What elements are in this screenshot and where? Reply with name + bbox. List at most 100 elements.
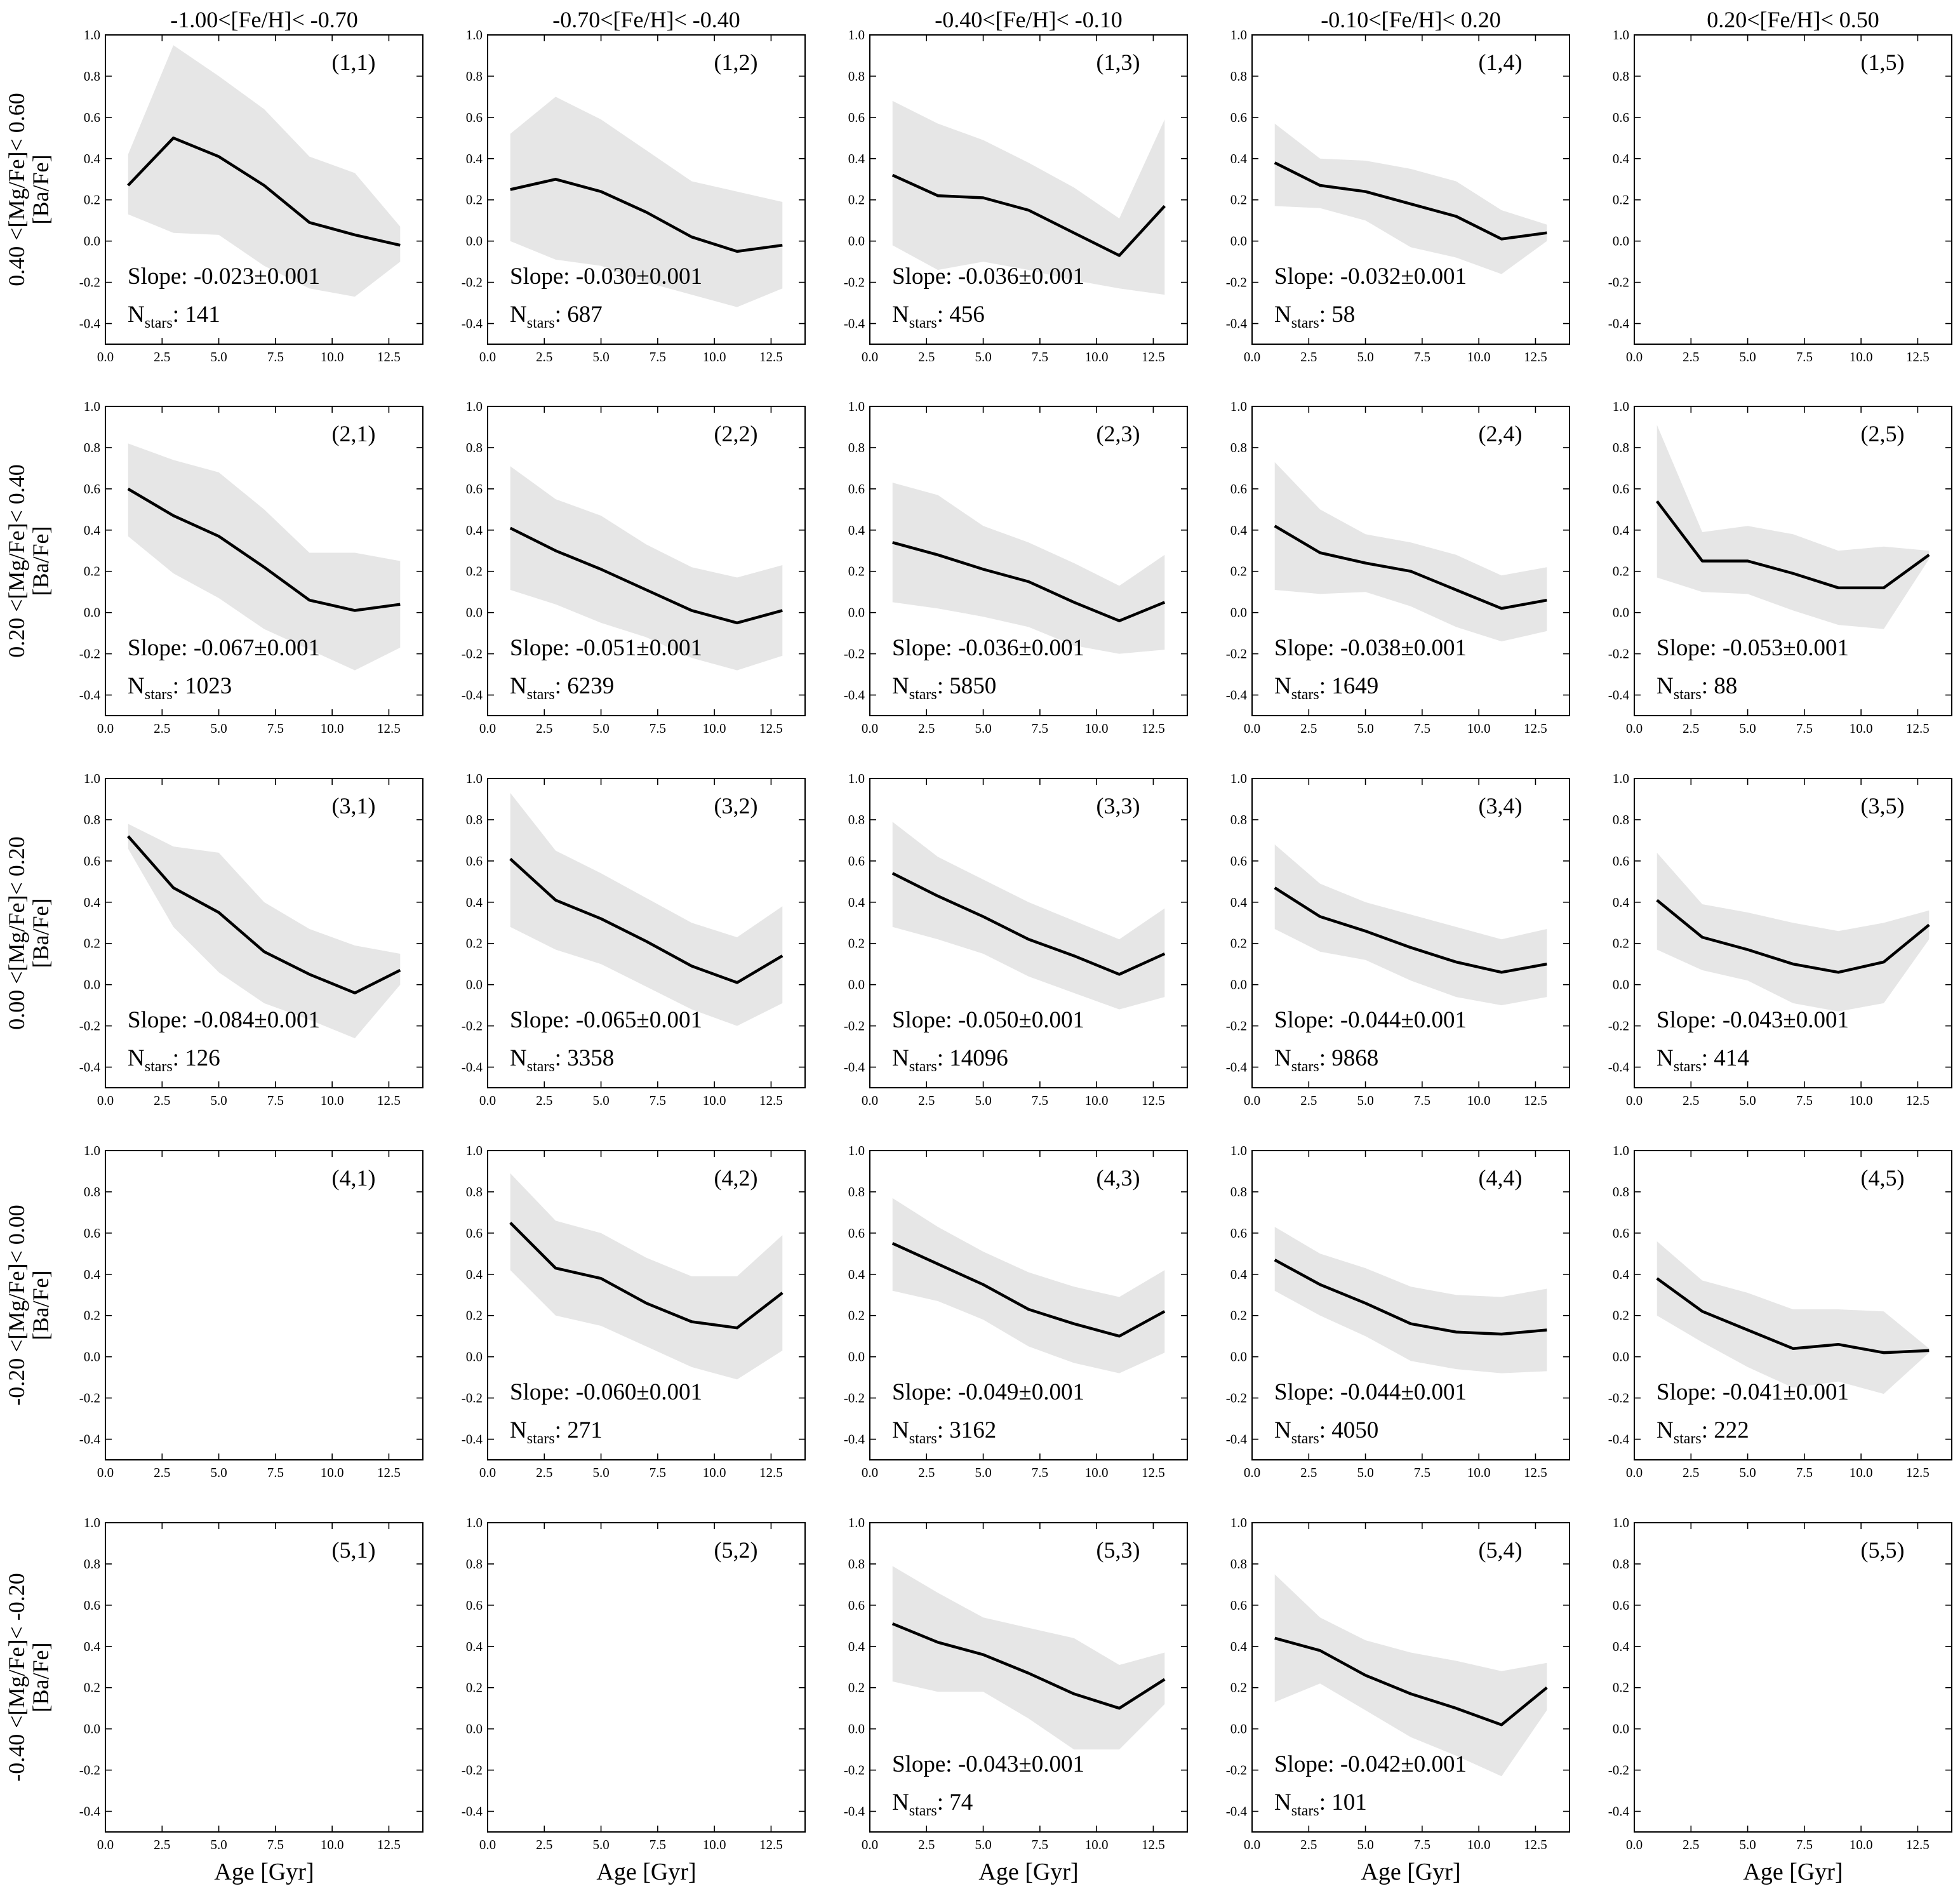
slope-annotation: Slope: -0.067±0.001 bbox=[128, 635, 320, 661]
x-tick-label: 2.5 bbox=[1300, 349, 1317, 364]
nstars-separator: : bbox=[937, 1789, 950, 1815]
slope-value: -0.067±0.001 bbox=[194, 635, 320, 661]
y-tick-label: 0.6 bbox=[466, 1598, 483, 1613]
row-label-group: 0.40 <[Mg/Fe]< 0.60[Ba/Fe] bbox=[4, 93, 53, 286]
row-label-group: 0.00 <[Mg/Fe]< 0.20[Ba/Fe] bbox=[4, 836, 53, 1030]
x-tick-label: 0.0 bbox=[1244, 1465, 1260, 1480]
y-tick-label: 0.0 bbox=[848, 977, 865, 992]
slope-prefix: Slope: bbox=[510, 635, 576, 661]
nstars-value: 74 bbox=[949, 1789, 973, 1815]
y-tick-label: 1.0 bbox=[466, 27, 483, 43]
y-tick-label: 0.6 bbox=[466, 853, 483, 869]
panel-tag: (2,2) bbox=[714, 421, 758, 446]
x-tick-label: 7.5 bbox=[267, 721, 284, 736]
nstars-prefix: N bbox=[1274, 1417, 1291, 1443]
axes-frame bbox=[869, 778, 1188, 1088]
axes-frame bbox=[1251, 34, 1570, 345]
x-tick-label: 12.5 bbox=[377, 1465, 401, 1480]
nstars-value: 6239 bbox=[567, 673, 614, 699]
y-tick-label: -0.4 bbox=[1608, 1432, 1630, 1447]
axes-frame bbox=[1251, 1150, 1570, 1460]
slope-value: -0.036±0.001 bbox=[958, 264, 1084, 290]
y-tick-label: 0.2 bbox=[84, 1680, 100, 1695]
axes-frame bbox=[105, 778, 423, 1088]
scatter-band bbox=[1657, 852, 1930, 1012]
y-tick-label: 0.0 bbox=[466, 1721, 483, 1737]
y-tick-label: 0.6 bbox=[848, 110, 865, 125]
y-tick-label: 1.0 bbox=[84, 1515, 100, 1530]
x-tick-label: 12.5 bbox=[377, 349, 401, 364]
y-tick-label: 0.6 bbox=[466, 481, 483, 497]
nstars-subscript: stars bbox=[1674, 1431, 1702, 1447]
x-tick-label: 0.0 bbox=[862, 349, 878, 364]
x-tick-label: 2.5 bbox=[918, 1837, 935, 1852]
x-tick-label: 0.0 bbox=[1244, 1837, 1260, 1852]
y-tick-label: 0.4 bbox=[1613, 895, 1630, 910]
y-tick-label: -0.2 bbox=[844, 1391, 865, 1406]
x-tick-label: 10.0 bbox=[1467, 721, 1491, 736]
x-tick-label: 10.0 bbox=[1085, 1093, 1109, 1108]
y-tick-label: 1.0 bbox=[848, 27, 865, 43]
y-tick-label: -0.4 bbox=[1226, 688, 1248, 703]
x-tick-label: 0.0 bbox=[1244, 721, 1260, 736]
x-tick-label: 2.5 bbox=[154, 1465, 170, 1480]
x-tick-label: 12.5 bbox=[1142, 1465, 1165, 1480]
median-line bbox=[509, 1222, 783, 1330]
axes-frame bbox=[487, 1150, 806, 1460]
x-tick-label: 7.5 bbox=[650, 349, 666, 364]
nstars-separator: : bbox=[937, 1045, 950, 1071]
y-tick-label: 0.4 bbox=[466, 151, 483, 166]
nstars-subscript: stars bbox=[1291, 686, 1319, 703]
slope-value: -0.036±0.001 bbox=[958, 635, 1084, 661]
figure-titles: -1.00<[Fe/H]< -0.70 -0.70<[Fe/H]< -0.40 -0… bbox=[4, 7, 1879, 1885]
y-tick-label: 0.4 bbox=[466, 895, 483, 910]
y-tick-label: 1.0 bbox=[84, 27, 100, 43]
y-tick-label: -0.4 bbox=[844, 1060, 865, 1075]
y-tick-label: -0.2 bbox=[462, 1391, 483, 1406]
x-tick-label: 2.5 bbox=[154, 1837, 170, 1852]
y-tick-label: -0.2 bbox=[1226, 646, 1247, 662]
x-tick-label: 12.5 bbox=[1906, 1093, 1930, 1108]
panel-5-4: 0.0 2.5 5.0 7.5 10.0 12.5 -0.4 -0.2 0.0 0.2 0.4 0.6… bbox=[1226, 1515, 1570, 1852]
y-tick-label: 0.0 bbox=[1230, 977, 1247, 992]
x-tick-label: 5.0 bbox=[210, 721, 227, 736]
y-tick-label: 0.0 bbox=[1613, 977, 1629, 992]
slope-prefix: Slope: bbox=[1657, 1379, 1723, 1405]
y-tick-label: 0.2 bbox=[1230, 936, 1247, 951]
x-tick-label: 0.0 bbox=[1626, 721, 1643, 736]
x-axis-label: Age [Gyr] bbox=[214, 1859, 314, 1885]
y-tick-label: -0.4 bbox=[79, 1432, 101, 1447]
y-tick-label: 1.0 bbox=[1613, 1143, 1629, 1158]
nstars-prefix: N bbox=[510, 1417, 527, 1443]
y-tick-label: 0.8 bbox=[84, 1556, 100, 1572]
y-tick-label: 1.0 bbox=[1230, 1143, 1247, 1158]
axes-frame bbox=[1634, 406, 1952, 716]
x-tick-label: 7.5 bbox=[267, 1093, 284, 1108]
slope-annotation: Slope: -0.065±0.001 bbox=[510, 1007, 702, 1033]
slope-prefix: Slope: bbox=[1657, 635, 1723, 661]
median-line bbox=[1274, 525, 1547, 610]
nstars-value: 1023 bbox=[185, 673, 232, 699]
x-tick-label: 5.0 bbox=[592, 1465, 609, 1480]
panel-4-5: 0.0 2.5 5.0 7.5 10.0 12.5 -0.4 -0.2 0.0 0.2 0.4 0.6… bbox=[1608, 1143, 1952, 1480]
y-tick-label: 0.4 bbox=[466, 1639, 483, 1654]
y-tick-label: 1.0 bbox=[848, 399, 865, 414]
nstars-prefix: N bbox=[892, 1045, 909, 1071]
x-tick-label: 5.0 bbox=[1357, 1093, 1373, 1108]
x-tick-label: 10.0 bbox=[1850, 1465, 1873, 1480]
x-tick-label: 0.0 bbox=[97, 349, 114, 364]
scatter-band bbox=[1657, 425, 1930, 629]
nstars-annotation: Nstars: 271 bbox=[510, 1417, 603, 1447]
nstars-prefix: N bbox=[892, 673, 909, 699]
nstars-annotation: Nstars: 5850 bbox=[892, 673, 996, 703]
y-tick-label: -0.2 bbox=[79, 646, 100, 662]
y-tick-label: -0.2 bbox=[1608, 1763, 1629, 1778]
panel-1-5: 0.0 2.5 5.0 7.5 10.0 12.5 -0.4 -0.2 0.0 0.2 0.4 0.6… bbox=[1608, 27, 1952, 364]
x-tick-label: 2.5 bbox=[918, 721, 935, 736]
x-tick-label: 5.0 bbox=[1357, 349, 1373, 364]
slope-prefix: Slope: bbox=[892, 1007, 958, 1033]
slope-prefix: Slope: bbox=[1274, 635, 1340, 661]
y-tick-label: 0.2 bbox=[1613, 192, 1629, 208]
y-tick-label: -0.2 bbox=[844, 1763, 865, 1778]
